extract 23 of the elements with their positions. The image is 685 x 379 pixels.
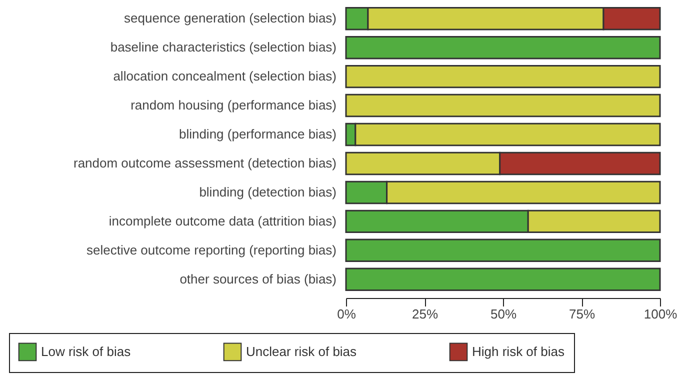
bar	[345, 64, 661, 88]
bar	[345, 268, 661, 291]
bar	[345, 238, 661, 262]
x-tick-label: 25%	[412, 306, 438, 322]
legend-label: Low risk of bias	[41, 344, 132, 359]
x-tick-label: 0%	[337, 306, 356, 322]
bar	[345, 94, 661, 118]
y-tick-label: allocation concealment (selection bias)	[113, 68, 336, 84]
legend-label: Unclear risk of bias	[246, 344, 358, 359]
y-tick-label: random outcome assessment (detection bias)	[73, 155, 336, 170]
y-tick-label: random housing (performance bias)	[130, 98, 336, 113]
y-tick-label: selective outcome reporting (reporting bias)	[86, 242, 336, 258]
y-tick-label: blinding (detection bias)	[199, 184, 336, 200]
x-tick-label: 100%	[644, 306, 678, 322]
y-tick-label: incomplete outcome data (attrition bias)	[108, 213, 336, 228]
bar	[345, 36, 661, 60]
y-tick-label: baseline characteristics (selection bias)	[110, 40, 336, 55]
x-tick-label: 50%	[490, 306, 517, 322]
x-tick-label: 75%	[568, 306, 596, 322]
y-tick-label: other sources of bias (bias)	[180, 271, 336, 286]
y-tick-label: sequence generation (selection bias)	[124, 10, 336, 26]
y-tick-label: blinding (performance bias)	[178, 126, 336, 142]
legend-label: High risk of bias	[472, 344, 565, 359]
